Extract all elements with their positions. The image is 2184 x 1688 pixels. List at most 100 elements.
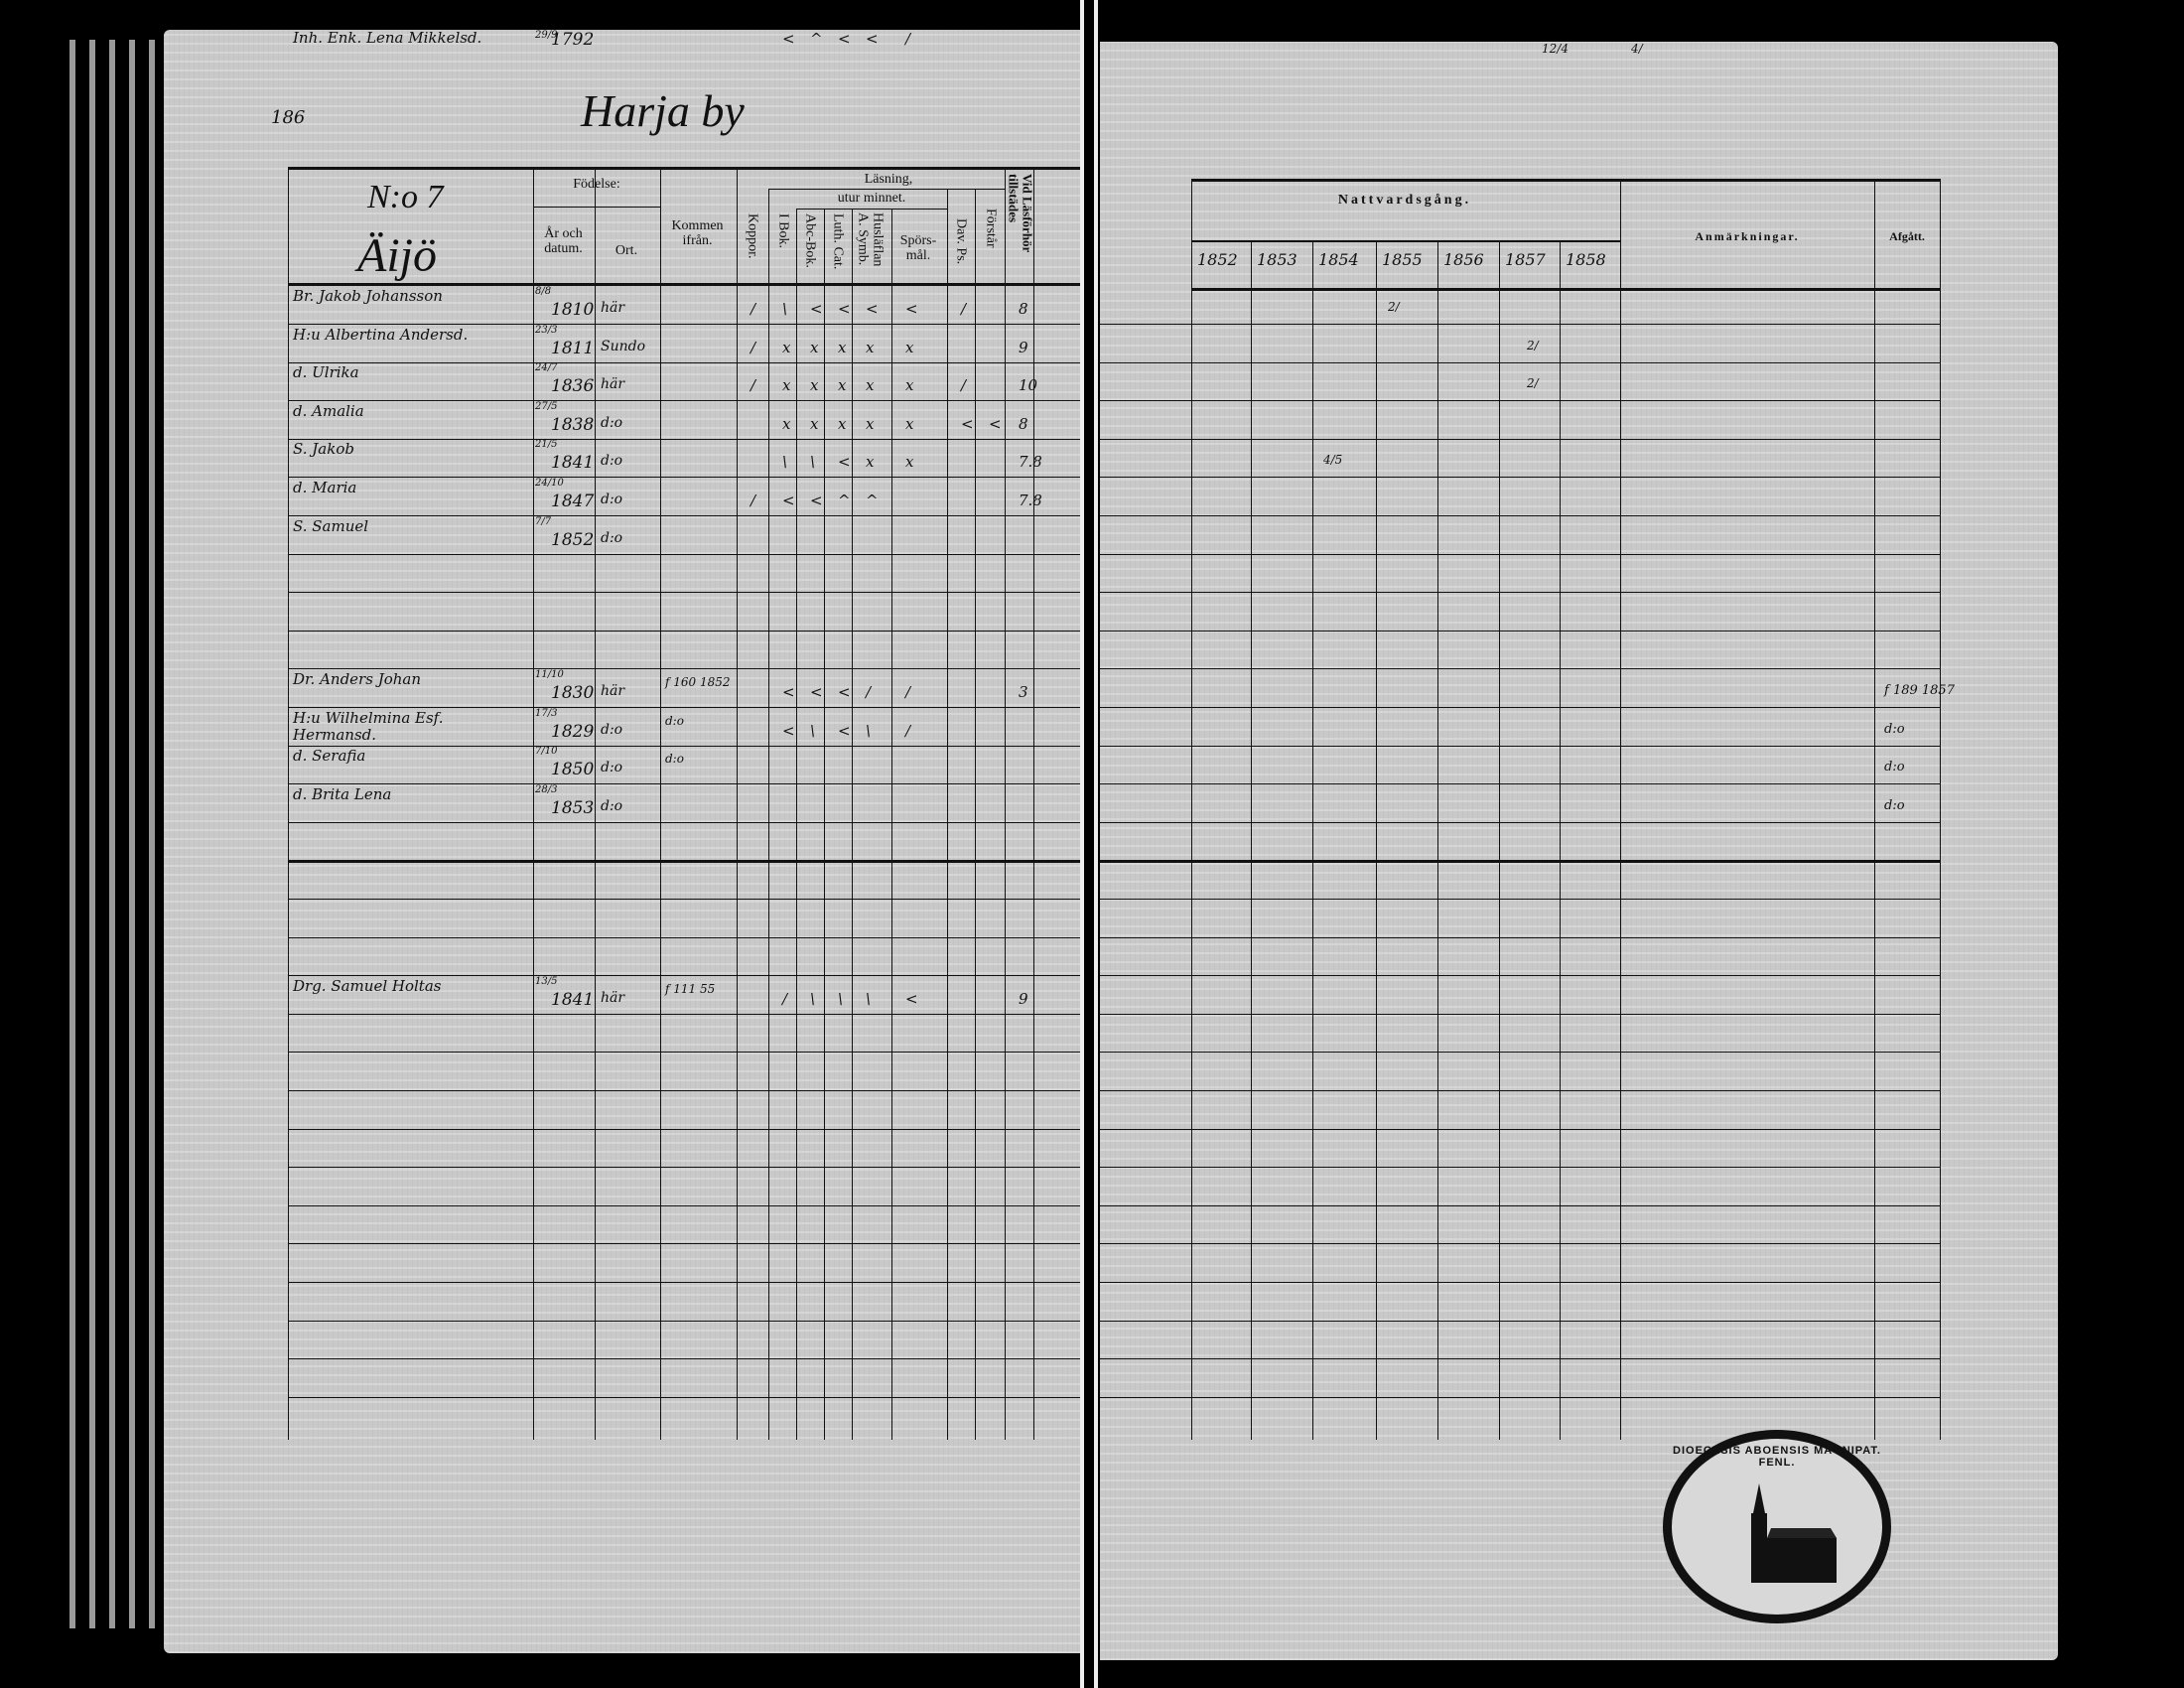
year-header: 1857 <box>1505 250 1546 269</box>
afgatt-note: d:o <box>1884 722 1905 737</box>
row-rule <box>1100 554 1940 555</box>
row-rule <box>288 439 1082 440</box>
header-bottom-rule <box>288 283 1082 286</box>
entry-came-from: d:o <box>665 714 684 728</box>
reading-mark: < <box>838 722 851 740</box>
reading-mark: ^ <box>810 30 823 48</box>
reading-mark: < <box>866 300 879 318</box>
column-rule <box>768 189 769 1440</box>
column-rule <box>1874 179 1875 1440</box>
reading-mark: < <box>810 492 823 509</box>
year-header: 1852 <box>1197 250 1238 269</box>
column-rule <box>660 167 661 1440</box>
row-rule <box>288 783 1082 784</box>
reading-mark: < <box>810 683 823 701</box>
row-rule <box>1100 631 1940 632</box>
communion-mark: 4/ <box>1631 42 1643 56</box>
row-rule <box>1100 362 1940 363</box>
reading-mark: x <box>905 376 914 394</box>
reading-mark: \ <box>810 990 816 1008</box>
column-rule <box>824 209 825 1440</box>
header-utur-minnet: utur minnet. <box>837 191 906 206</box>
column-rule <box>1499 240 1500 1440</box>
afgatt-note: f 189 1857 <box>1884 683 1955 698</box>
entry-birth-date: 13/5 <box>535 976 558 987</box>
row-rule <box>1100 937 1940 938</box>
column-rule <box>852 209 853 1440</box>
household-number: N:o 7 <box>367 179 444 215</box>
row-rule <box>1100 1129 1940 1130</box>
reading-mark: < <box>905 300 918 318</box>
row-rule <box>1100 1205 1940 1206</box>
row-rule <box>1100 1090 1940 1091</box>
row-rule <box>288 822 1082 823</box>
entry-birth-date: 7/10 <box>535 746 558 757</box>
row-rule <box>288 1090 1082 1091</box>
reading-mark: < <box>866 30 879 48</box>
entry-came-from: d:o <box>665 752 684 766</box>
entry-birth-date: 23/3 <box>535 325 558 336</box>
reading-mark: x <box>838 376 847 394</box>
header-huslaflan: Husläflan A. Symb. <box>855 212 886 267</box>
binding-string <box>1080 0 1084 1688</box>
row-rule <box>288 1205 1082 1206</box>
row-rule <box>288 937 1082 938</box>
row-rule <box>288 975 1082 976</box>
row-rule <box>1100 899 1940 900</box>
reading-mark: x <box>905 415 914 433</box>
reading-mark: x <box>810 339 819 356</box>
reading-mark: 9 <box>1019 339 1028 356</box>
year-header: 1858 <box>1566 250 1606 269</box>
column-rule <box>1312 240 1313 1440</box>
header-ar-och-datum: År och datum. <box>544 226 583 257</box>
row-rule <box>1100 1167 1940 1168</box>
communion-mark: 12/4 <box>1542 42 1569 56</box>
reading-mark: x <box>810 415 819 433</box>
reading-mark: ^ <box>866 492 879 509</box>
entry-birth-year: 1830 <box>551 683 595 703</box>
entry-birth-year: 1811 <box>551 339 595 358</box>
reading-mark: \ <box>782 300 788 318</box>
header-fodelse: Födelse: <box>573 177 620 192</box>
reading-mark: \ <box>866 722 872 740</box>
row-rule <box>288 1321 1082 1322</box>
column-rule <box>891 209 892 1440</box>
reading-mark: / <box>905 683 911 701</box>
row-rule <box>1100 1014 1940 1015</box>
reading-mark: x <box>810 376 819 394</box>
entry-birth-place: d:o <box>601 798 623 814</box>
row-rule <box>288 1167 1082 1168</box>
entry-birth-place: d:o <box>601 453 623 469</box>
row-rule <box>1100 1243 1940 1244</box>
row-rule <box>1100 822 1940 823</box>
header-forstar: Förstår <box>983 209 999 248</box>
entry-birth-year: 1810 <box>551 300 595 320</box>
entry-name: Br. Jakob Johansson <box>293 287 443 305</box>
reading-mark: 7.8 <box>1019 492 1042 509</box>
row-rule <box>288 746 1082 747</box>
header-anmarkningar: Anmärkningar. <box>1695 229 1800 243</box>
row-rule <box>288 362 1082 363</box>
reading-mark: < <box>905 990 918 1008</box>
row-rule <box>1100 515 1940 516</box>
row-rule <box>288 324 1082 325</box>
column-rule <box>1620 179 1621 1440</box>
header-koppor: Koppor. <box>745 213 760 259</box>
entry-birth-date: 24/10 <box>535 478 564 489</box>
entry-birth-date: 8/8 <box>535 286 552 297</box>
column-rule <box>595 167 596 1440</box>
reading-mark: < <box>838 300 851 318</box>
reading-mark: x <box>838 415 847 433</box>
reading-mark: < <box>838 30 851 48</box>
reading-mark: / <box>961 300 967 318</box>
column-rule <box>288 167 289 1440</box>
nattvard-rule <box>1191 240 1620 242</box>
header-bottom-rule <box>1191 288 1940 291</box>
communion-mark: 2/ <box>1388 300 1400 314</box>
entry-name: d. Brita Lena <box>293 785 392 803</box>
row-rule <box>288 592 1082 593</box>
entry-birth-date: 29/9 <box>535 30 558 41</box>
entry-name: d. Amalia <box>293 402 364 420</box>
column-rule <box>1251 240 1252 1440</box>
entry-birth-date: 28/3 <box>535 784 558 795</box>
